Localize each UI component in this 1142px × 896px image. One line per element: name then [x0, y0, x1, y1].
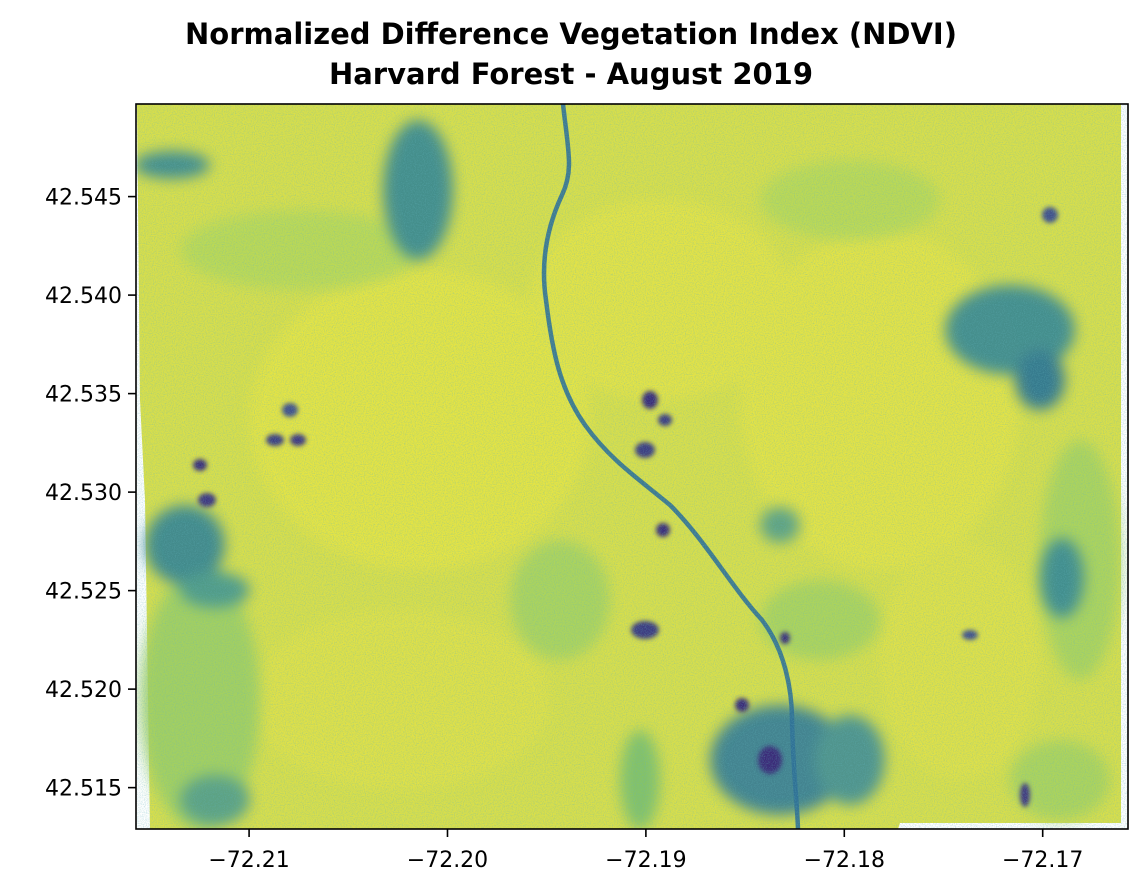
x-axis: −72.21 −72.20 −72.19 −72.18 −72.17	[208, 829, 1083, 873]
figure-title-line2: Harvard Forest - August 2019	[328, 57, 814, 91]
axes-frame	[135, 103, 1129, 830]
ndvi-raster	[136, 104, 1128, 829]
x-tick-label: −72.21	[208, 848, 289, 873]
y-tick-label: 42.540	[45, 284, 122, 309]
figure-title-line1: Normalized Difference Vegetation Index (…	[185, 17, 957, 51]
x-tick-label: −72.20	[407, 848, 488, 873]
y-tick-label: 42.530	[45, 481, 122, 506]
x-tick-label: −72.18	[804, 848, 885, 873]
x-tick-label: −72.17	[1002, 848, 1083, 873]
y-axis: 42.545 42.540 42.535 42.530 42.525 42.520 42.5…	[45, 186, 136, 802]
y-tick-label: 42.545	[45, 186, 122, 211]
raster-texture	[136, 104, 1128, 829]
y-tick-label: 42.520	[45, 678, 122, 703]
x-tick-label: −72.19	[605, 848, 686, 873]
y-tick-label: 42.515	[45, 777, 122, 802]
y-tick-label: 42.535	[45, 383, 122, 408]
y-tick-label: 42.525	[45, 580, 122, 605]
